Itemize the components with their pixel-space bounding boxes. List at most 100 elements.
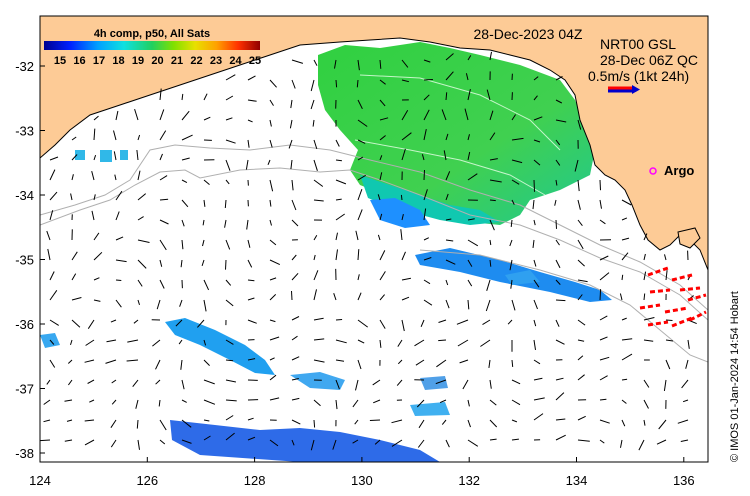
- current-vector: [71, 319, 81, 328]
- current-vector: [178, 339, 183, 345]
- current-vector: [480, 339, 491, 347]
- current-vector: [181, 134, 193, 141]
- current-vector: [137, 216, 144, 221]
- sst-patch-blue-9: [75, 150, 128, 162]
- current-vector: [489, 399, 497, 406]
- current-vector: [181, 379, 185, 390]
- current-vector: [93, 277, 100, 281]
- current-vector: [577, 239, 584, 250]
- current-vector: [93, 251, 103, 261]
- current-vector: [577, 294, 583, 301]
- current-vector: [621, 378, 628, 381]
- current-vector: [66, 419, 73, 422]
- current-vector: [459, 359, 469, 364]
- velocity-scale-label: 0.5m/s (1kt 24h): [588, 68, 689, 84]
- current-vector: [577, 439, 590, 442]
- current-vector: [511, 299, 516, 311]
- current-vector: [93, 232, 100, 241]
- current-vector: [423, 109, 430, 121]
- current-vector: [533, 299, 538, 310]
- current-vector: [71, 154, 78, 161]
- current-vector: [379, 79, 386, 85]
- current-vector: [310, 99, 315, 110]
- colorbar-tick-label: 20: [151, 55, 163, 67]
- sst-patch-blue-4: [170, 420, 440, 462]
- current-vector: [510, 219, 513, 227]
- current-vector: [421, 154, 425, 161]
- current-vector: [357, 189, 363, 201]
- current-vector: [621, 237, 630, 241]
- current-vector: [313, 139, 318, 150]
- current-vector: [445, 279, 449, 286]
- current-vector: [269, 239, 277, 246]
- current-vector: [643, 233, 648, 241]
- current-vector: [137, 259, 147, 269]
- current-vector: [105, 359, 117, 364]
- current-vector: [181, 199, 189, 208]
- current-vector: [310, 439, 315, 451]
- current-vector: [416, 399, 425, 408]
- current-vector: [555, 219, 557, 229]
- current-vector: [467, 259, 473, 267]
- current-vector: [509, 239, 513, 247]
- x-axis-ticks: 124 126 128 130 132 134 136: [29, 457, 695, 488]
- current-vector: [247, 358, 256, 361]
- current-vector: [489, 179, 502, 183]
- drifter-velocity-vector: [647, 266, 669, 277]
- current-vector: [291, 335, 298, 341]
- y-tick-label: -37: [15, 382, 34, 397]
- current-vector: [401, 148, 406, 161]
- current-vector: [203, 339, 207, 346]
- current-vector: [379, 59, 382, 69]
- argo-float-marker: Argo: [649, 163, 694, 178]
- current-vector: [656, 439, 667, 445]
- current-vector: [423, 189, 428, 201]
- current-vector: [401, 319, 405, 332]
- current-vector: [335, 179, 347, 185]
- current-vector: [71, 174, 74, 181]
- current-vector: [155, 379, 161, 385]
- current-vector: [203, 435, 211, 441]
- current-vector: [313, 270, 319, 281]
- current-vector: [577, 179, 580, 192]
- sst-contours: [354, 74, 561, 196]
- current-vector: [379, 213, 383, 221]
- current-vector: [445, 439, 450, 448]
- current-vector: [489, 132, 496, 141]
- axes-frame: [39, 15, 709, 463]
- current-vector: [313, 399, 321, 407]
- current-vector: [137, 193, 147, 201]
- current-vector: [269, 199, 272, 207]
- current-vector: [445, 92, 448, 101]
- current-vector: [555, 279, 561, 285]
- current-vector: [621, 317, 627, 321]
- current-vector: [621, 399, 627, 404]
- current-vector: [658, 419, 667, 430]
- current-vector: [354, 419, 359, 425]
- current-vector: [49, 339, 55, 345]
- current-vector: [357, 59, 360, 71]
- current-vector: [555, 139, 561, 146]
- y-tick-label: -36: [15, 317, 34, 332]
- current-vector: [555, 434, 566, 441]
- current-vector: [423, 279, 431, 285]
- current-vector: [49, 319, 59, 326]
- current-vector: [533, 139, 541, 143]
- colorbar-tick-label: 21: [171, 55, 183, 67]
- velocity-scale-arrowhead: [632, 85, 640, 94]
- current-vector: [489, 199, 496, 202]
- credit-label: © IMOS 01-Jan-2024 14:54 Hobart: [729, 291, 741, 462]
- current-vector: [577, 219, 583, 227]
- current-vector: [445, 299, 450, 309]
- current-vector: [49, 191, 58, 201]
- x-tick-label: 128: [244, 473, 266, 488]
- current-vector: [457, 339, 469, 347]
- current-vector: [335, 159, 342, 162]
- current-vector: [511, 159, 523, 164]
- current-vector: [445, 193, 449, 201]
- current-vector: [486, 89, 491, 101]
- current-vector: [202, 239, 205, 247]
- current-vector: [643, 293, 646, 301]
- current-vector: [115, 190, 123, 201]
- current-vector: [445, 218, 452, 221]
